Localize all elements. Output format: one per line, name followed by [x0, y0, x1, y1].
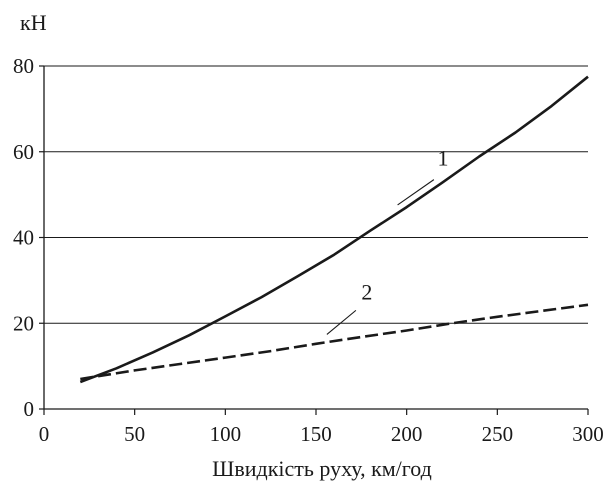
x-tick-label-100: 100	[210, 422, 242, 446]
x-tick-label-300: 300	[572, 422, 604, 446]
y-tick-label-40: 40	[13, 226, 34, 250]
x-tick-label-250: 250	[482, 422, 514, 446]
series-line-1	[79, 75, 589, 384]
gridlines	[44, 65, 588, 324]
x-tick-label-0: 0	[39, 422, 50, 446]
x-tick-label-200: 200	[391, 422, 423, 446]
y-tick-label-80: 80	[13, 54, 34, 78]
series-tag-1: 1	[437, 145, 448, 170]
series-line-2	[80, 303, 589, 381]
x-tick-label-50: 50	[124, 422, 145, 446]
series-tag-leader-1	[397, 179, 435, 206]
x-tick-label-150: 150	[300, 422, 332, 446]
y-tick-label-20: 20	[13, 311, 34, 335]
y-tick-label-0: 0	[24, 397, 35, 421]
series-tag-2: 2	[361, 280, 372, 305]
y-axis-title: кН	[20, 10, 47, 35]
series-tag-leader-2	[326, 309, 357, 335]
tick-labels: 0 20 40 60 80 0 50 100 150 200 250 300	[13, 54, 604, 446]
series-lines	[79, 75, 589, 384]
series-tags: 12	[326, 145, 448, 335]
y-tick-label-60: 60	[13, 140, 34, 164]
x-axis-title: Швидкість руху, км/год	[212, 456, 432, 481]
